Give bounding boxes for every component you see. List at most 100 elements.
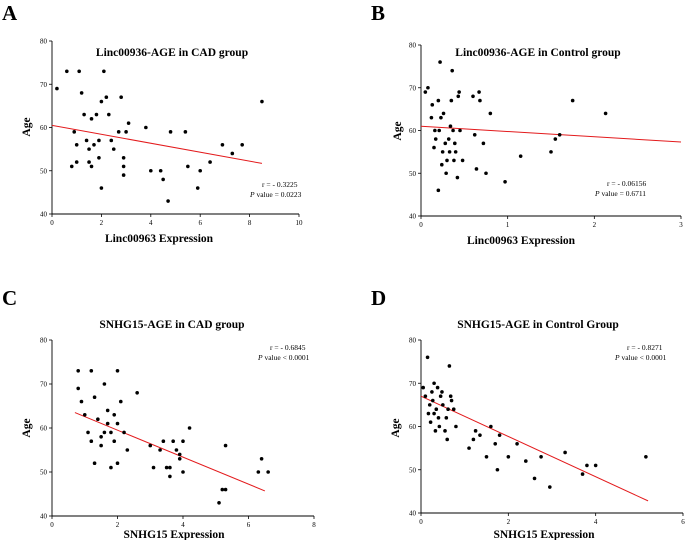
data-point <box>437 128 442 133</box>
p-value: P value < 0.0001 <box>257 353 310 362</box>
panel-c: C SNHG15-AGE in CAD group 40 50 60 70 80 0 2 4 6 8 S… <box>2 286 316 540</box>
data-point <box>119 95 123 100</box>
data-point <box>121 173 126 177</box>
data-point <box>425 355 430 360</box>
data-point <box>223 443 228 448</box>
data-point <box>104 95 109 100</box>
x-tick-label: 4 <box>181 521 185 529</box>
data-point <box>111 147 116 151</box>
data-point <box>438 60 442 64</box>
data-point <box>171 439 175 444</box>
data-point <box>434 407 439 412</box>
x-tick-label: 0 <box>50 219 54 227</box>
data-point <box>503 180 507 184</box>
p-value: P value = 0.0223 <box>249 190 302 199</box>
data-point <box>87 147 91 151</box>
data-point <box>532 476 537 481</box>
data-point <box>112 413 117 417</box>
data-point <box>208 160 212 164</box>
data-point <box>473 429 478 433</box>
data-point <box>260 99 264 104</box>
data-point <box>74 143 79 147</box>
data-point <box>585 463 589 468</box>
data-point <box>445 437 450 442</box>
data-point <box>96 417 100 422</box>
data-point <box>478 98 482 103</box>
data-point <box>187 426 192 430</box>
data-point <box>97 138 101 143</box>
y-tick-label: 80 <box>40 337 48 345</box>
data-point <box>455 175 460 180</box>
data-point <box>183 130 188 134</box>
data-point <box>471 437 476 442</box>
data-point <box>436 98 441 103</box>
data-point <box>437 424 442 429</box>
data-point <box>97 155 101 160</box>
data-point <box>444 171 448 176</box>
data-point <box>460 158 465 163</box>
data-point <box>144 125 148 130</box>
y-tick-label: 80 <box>409 42 417 50</box>
y-tick-label: 70 <box>40 81 48 89</box>
data-point <box>79 399 84 404</box>
data-point <box>495 467 500 472</box>
data-point <box>151 465 156 470</box>
data-point <box>593 463 598 468</box>
x-tick-label: 8 <box>248 219 252 227</box>
regression-line <box>51 124 263 164</box>
data-point <box>453 141 457 146</box>
data-point <box>430 390 434 394</box>
data-point <box>570 98 575 103</box>
data-point <box>177 452 182 457</box>
chart-title: Linc00936-AGE in Control group <box>455 47 620 59</box>
data-point <box>445 158 449 163</box>
data-point <box>195 186 200 190</box>
data-point <box>580 472 585 476</box>
x-tick-label: 1 <box>506 221 510 229</box>
panel-letter: C <box>2 286 17 310</box>
data-point <box>125 448 130 452</box>
data-point <box>89 439 94 444</box>
data-point <box>426 411 431 416</box>
regression-line <box>420 125 682 143</box>
data-point <box>467 446 471 450</box>
y-axis-label: Age <box>21 418 33 437</box>
correlation-r: r = - 0.3225 <box>262 180 298 189</box>
regression-line <box>420 395 649 502</box>
y-tick-label: 40 <box>409 510 417 518</box>
y-tick-label: 40 <box>409 213 417 221</box>
data-point <box>472 132 477 137</box>
chart-title: SNHG15-AGE in CAD group <box>99 319 244 331</box>
data-point <box>76 369 80 373</box>
data-point <box>446 407 450 412</box>
x-tick-label: 6 <box>198 219 202 227</box>
data-point <box>524 459 528 463</box>
y-tick-label: 50 <box>409 466 417 474</box>
data-point <box>553 137 558 141</box>
y-tick-label: 60 <box>409 127 417 135</box>
data-point <box>86 430 90 435</box>
data-point <box>429 115 434 120</box>
data-point <box>102 430 107 435</box>
data-point <box>497 433 502 437</box>
x-tick-label: 2 <box>593 221 597 229</box>
data-point <box>440 150 445 154</box>
data-point <box>89 369 94 373</box>
x-tick-label: 4 <box>594 518 598 526</box>
data-point <box>433 137 438 141</box>
p-value: P value = 0.6711 <box>594 189 646 198</box>
data-point <box>107 112 111 117</box>
data-point <box>518 154 523 158</box>
x-tick-label: 8 <box>312 521 316 529</box>
data-point <box>539 454 543 459</box>
data-point <box>430 398 435 403</box>
data-point <box>115 369 120 373</box>
x-tick-label: 2 <box>100 219 104 227</box>
data-point <box>82 413 87 417</box>
data-point <box>481 141 486 146</box>
x-tick-label: 0 <box>50 521 54 529</box>
data-point <box>220 143 225 147</box>
data-point <box>121 155 126 160</box>
data-point <box>441 403 445 407</box>
data-point <box>92 395 97 400</box>
